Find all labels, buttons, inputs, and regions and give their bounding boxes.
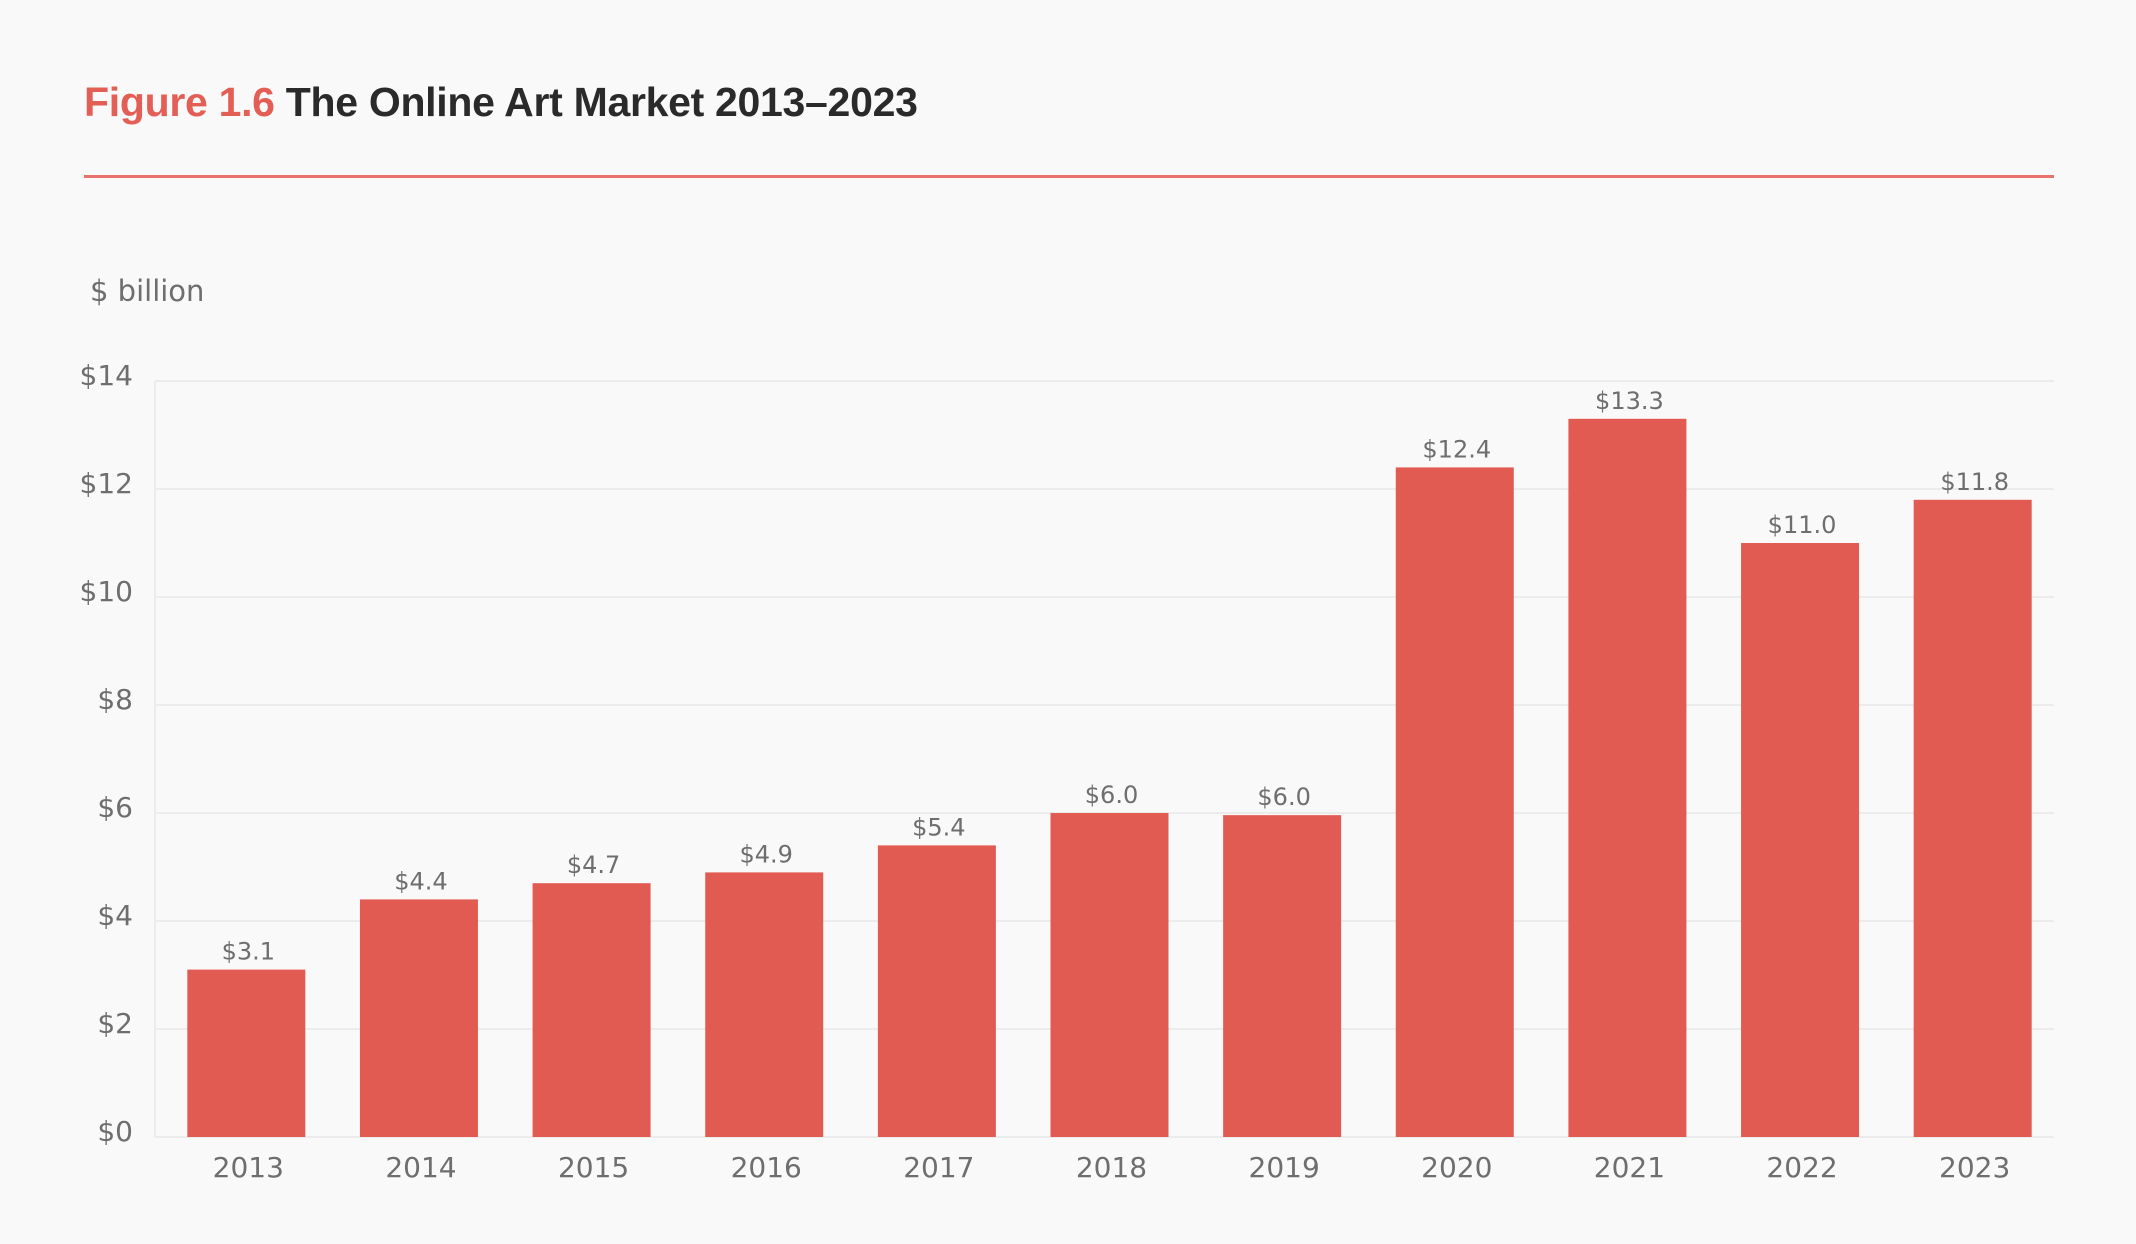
- y-tick-label: $0: [97, 1115, 133, 1148]
- bar-value-label: $11.0: [1768, 511, 1837, 539]
- bar-2013: [187, 969, 306, 1137]
- figure-number: Figure 1.6: [84, 79, 275, 125]
- bar-2019: [1223, 815, 1342, 1137]
- bar-2014: [359, 899, 478, 1137]
- x-tick-label: 2022: [1766, 1151, 1837, 1184]
- y-tick-label: $10: [80, 575, 133, 608]
- x-tick-label: 2014: [385, 1151, 456, 1184]
- bar-value-label: $6.0: [1085, 781, 1138, 809]
- x-tick-label: 2019: [1249, 1151, 1320, 1184]
- bar-value-label: $5.4: [912, 813, 965, 841]
- bar-2018: [1050, 813, 1169, 1137]
- y-tick-label: $12: [80, 467, 133, 500]
- bar-value-label: $12.4: [1422, 435, 1491, 463]
- y-tick-label: $2: [97, 1007, 133, 1040]
- x-tick-label: 2021: [1594, 1151, 1665, 1184]
- y-tick-label: $14: [80, 359, 133, 392]
- x-tick-label: 2016: [731, 1151, 802, 1184]
- figure-title-text: The Online Art Market 2013–2023: [285, 79, 918, 125]
- bar-value-label: $13.3: [1595, 387, 1664, 415]
- y-axis-unit-label: $ billion: [90, 274, 205, 308]
- x-tick-label: 2017: [903, 1151, 974, 1184]
- bar-2023: [1913, 499, 2032, 1137]
- bar-2015: [532, 883, 651, 1137]
- x-tick-label: 2018: [1076, 1151, 1147, 1184]
- bar-value-label: $11.8: [1940, 468, 2009, 496]
- bar-value-label: $4.7: [567, 851, 620, 879]
- figure-title: Figure 1.6 The Online Art Market 2013–20…: [84, 76, 918, 128]
- bars: [187, 418, 2032, 1137]
- bar-value-label: $6.0: [1257, 783, 1310, 811]
- bar-2017: [877, 845, 996, 1137]
- bar-value-label: $4.9: [740, 840, 793, 868]
- x-tick-label: 2023: [1939, 1151, 2010, 1184]
- title-divider: [84, 175, 2054, 178]
- y-axis-ticks: $0 $2 $4 $6 $8 $10 $12 $14: [80, 359, 133, 1148]
- bar-value-labels: $3.1 $4.4 $4.7 $4.9 $5.4 $6.0 $6.0 $12.4 $13.3 $1…: [222, 387, 2009, 966]
- y-tick-label: $4: [97, 899, 133, 932]
- x-tick-label: 2020: [1421, 1151, 1492, 1184]
- bar-2021: [1568, 418, 1687, 1137]
- x-tick-label: 2013: [213, 1151, 284, 1184]
- y-tick-label: $8: [97, 683, 133, 716]
- bar-2022: [1741, 543, 1860, 1137]
- x-tick-label: 2015: [558, 1151, 629, 1184]
- x-axis-ticks: 2013 2014 2015 2016 2017 2018 2019 2020 2021 2022…: [213, 1151, 2011, 1184]
- bar-2020: [1395, 467, 1514, 1137]
- bar-2016: [705, 872, 824, 1137]
- bar-value-label: $3.1: [222, 938, 275, 966]
- bar-value-label: $4.4: [394, 867, 447, 895]
- y-tick-label: $6: [97, 791, 133, 824]
